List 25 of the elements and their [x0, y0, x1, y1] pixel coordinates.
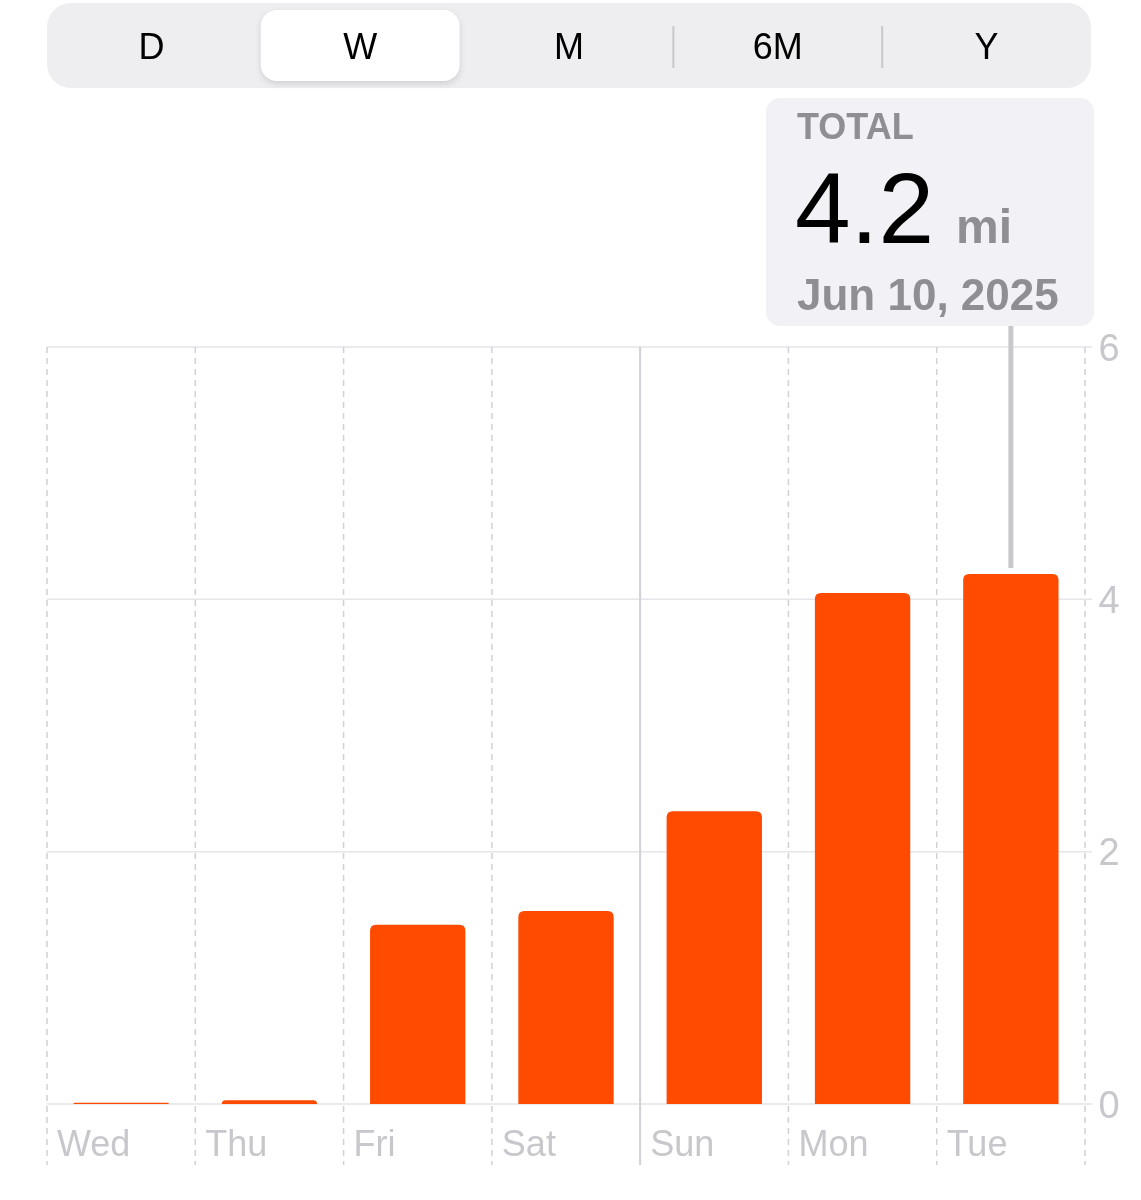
- x-tick-label: Thu: [205, 1123, 268, 1164]
- text: TOTAL: [797, 106, 914, 147]
- text: Jun 10, 2025: [797, 270, 1059, 319]
- x-tick-label: Tue: [946, 1123, 1008, 1164]
- text: W: [343, 26, 378, 67]
- y-tick-label: 4: [1098, 579, 1120, 622]
- x-tick-label: Wed: [57, 1123, 131, 1164]
- bar: [963, 574, 1059, 1104]
- text: 6M: [752, 26, 803, 67]
- x-tick-label: Sun: [650, 1123, 715, 1164]
- x-tick-label: Mon: [798, 1123, 869, 1164]
- y-tick-label: 0: [1098, 1083, 1120, 1126]
- bar: [221, 1100, 318, 1104]
- y-tick-label: 6: [1098, 326, 1120, 369]
- bar: [666, 811, 762, 1104]
- x-tick-label: Fri: [353, 1123, 396, 1164]
- text: M: [554, 26, 584, 67]
- bar: [814, 593, 911, 1104]
- text: D: [138, 26, 165, 67]
- text: Y: [974, 26, 999, 67]
- text: 4.2 mi: [795, 152, 1013, 264]
- bar: [370, 924, 466, 1104]
- bar: [518, 910, 614, 1104]
- x-tick-label: Sat: [501, 1123, 556, 1164]
- y-tick-label: 2: [1098, 831, 1120, 874]
